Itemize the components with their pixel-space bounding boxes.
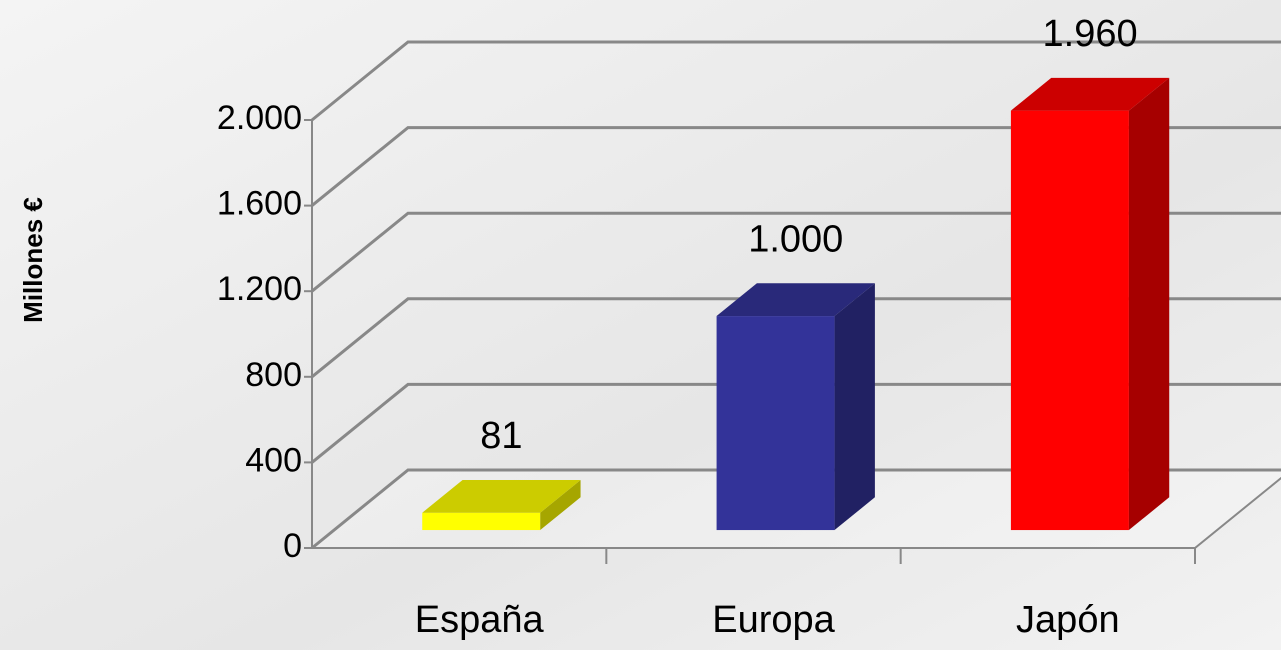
bar bbox=[422, 479, 581, 531]
grid-line bbox=[311, 126, 1281, 207]
bar-front bbox=[422, 512, 541, 531]
bar-top bbox=[1010, 77, 1170, 111]
y-tick-label: 400 bbox=[245, 441, 302, 479]
bar-side bbox=[834, 283, 875, 531]
bar bbox=[716, 283, 875, 531]
y-tick-label: 1.600 bbox=[217, 185, 302, 223]
bar-side bbox=[540, 479, 581, 531]
y-tick-label: 800 bbox=[245, 356, 302, 394]
grid-line bbox=[311, 40, 1281, 122]
grid-line bbox=[311, 382, 1281, 464]
bar-side bbox=[1128, 77, 1170, 531]
y-tick-label: 2.000 bbox=[217, 99, 302, 137]
bar-front bbox=[1010, 110, 1129, 531]
y-axis-label: Millones € bbox=[18, 197, 48, 323]
grid-line bbox=[311, 297, 1281, 378]
grid-line bbox=[311, 211, 1281, 293]
grid-line bbox=[311, 468, 1281, 550]
data-label: 1.960 bbox=[1043, 13, 1138, 55]
y-tick-label: 1.200 bbox=[217, 270, 302, 308]
bar-top bbox=[716, 283, 875, 317]
bar-front bbox=[716, 316, 835, 531]
x-tick-label: Japón bbox=[1016, 599, 1120, 641]
bar-top bbox=[422, 479, 581, 513]
y-tick-label: 0 bbox=[283, 527, 302, 565]
x-tick-label: España bbox=[415, 599, 545, 641]
data-label: 81 bbox=[480, 415, 522, 457]
x-tick-label: Europa bbox=[712, 599, 835, 641]
data-label: 1.000 bbox=[748, 218, 843, 260]
bar bbox=[1010, 77, 1170, 531]
